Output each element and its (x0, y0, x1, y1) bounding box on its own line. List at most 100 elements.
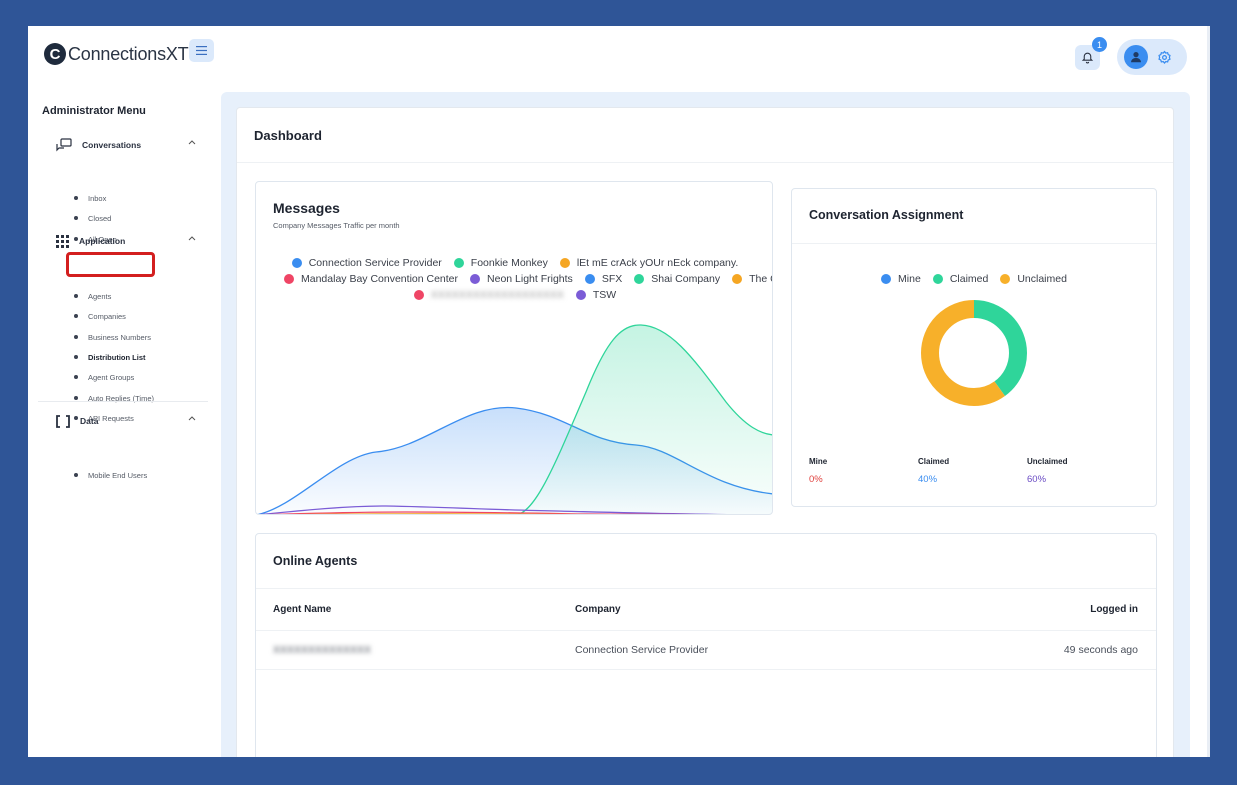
legend-label: TSW (592, 289, 617, 301)
chevron-up-icon[interactable] (188, 235, 196, 241)
legend-dot (284, 274, 294, 284)
legend-dot (559, 258, 570, 268)
bullet-icon (74, 473, 78, 477)
sidebar-item-auto-replies[interactable]: Auto Replies (Time) (74, 391, 154, 405)
sidebar-item-label: Agents (88, 291, 112, 301)
stat-value: 0% (809, 474, 823, 485)
sidebar-item-business-numbers[interactable]: Business Numbers (74, 330, 151, 344)
menu-toggle-button[interactable] (189, 39, 214, 62)
legend-item[interactable]: TSW (575, 289, 617, 301)
highlight-box (66, 252, 155, 277)
legend-item[interactable]: Foonkie Monkey (453, 257, 548, 269)
legend-item[interactable]: Unclaimed (1000, 273, 1067, 285)
agent-logged-in: 49 seconds ago (1063, 644, 1138, 656)
donut-slice-unclaimed[interactable] (921, 300, 1027, 406)
divider (256, 630, 1156, 631)
legend-label: Neon Light Frights (487, 273, 573, 285)
column-header-company[interactable]: Company (575, 604, 621, 615)
stat-label: Claimed (918, 457, 950, 466)
divider (792, 243, 1156, 244)
sidebar-item-api-requests[interactable]: API Requests (74, 411, 134, 425)
legend-item[interactable]: Neon Light Frights (470, 273, 573, 285)
sidebar-item-agents[interactable]: Agents (74, 289, 111, 303)
sidebar-item-mobile-end-users[interactable]: Mobile End Users (74, 468, 147, 482)
stat-mine: Mine 0% (809, 457, 827, 485)
assignment-donut-chart (921, 300, 1027, 406)
bullet-icon (74, 216, 78, 220)
stat-value: 60% (1027, 474, 1047, 485)
group-label-conversations: Conversations (82, 140, 142, 150)
legend-label: Mandalay Bay Convention Center (301, 273, 459, 285)
sidebar-item-all-open[interactable]: All Open (74, 232, 117, 246)
bullet-icon (74, 314, 78, 318)
group-label-data: Data (80, 416, 99, 426)
legend-label: Foonkie Monkey (470, 257, 548, 269)
scrollbar[interactable] (1207, 26, 1210, 757)
stat-label: Unclaimed (1027, 457, 1068, 466)
sidebar-group-application[interactable]: Application (56, 232, 196, 250)
column-header-logged-in[interactable]: Logged in (1090, 604, 1138, 615)
group-label-application: Application (79, 236, 126, 246)
bullet-icon (74, 237, 78, 241)
app-window: C ConnectionsXT™ 1 Administrator Menu Co… (28, 26, 1210, 757)
sidebar-item-closed[interactable]: Closed (74, 211, 111, 225)
divider (256, 588, 1156, 589)
dashboard-card: Dashboard Messages Company Messages Traf… (236, 107, 1174, 757)
sidebar-item-label: Closed (88, 213, 112, 223)
legend-item[interactable]: Mandalay Bay Convention Center (284, 273, 458, 285)
bullet-icon (74, 196, 78, 200)
assignment-title: Conversation Assignment (809, 208, 964, 222)
user-menu[interactable] (1117, 39, 1187, 75)
sidebar-item-inbox[interactable]: Inbox (74, 191, 106, 205)
messages-card: Messages Company Messages Traffic per mo… (255, 181, 773, 515)
bullet-icon (74, 335, 78, 339)
stat-unclaimed: Unclaimed 60% (1027, 457, 1067, 485)
stat-label: Mine (809, 457, 828, 466)
legend-item[interactable]: Shai Company (634, 273, 720, 285)
sidebar-group-conversations[interactable]: Conversations (56, 136, 196, 154)
sidebar-item-distribution-list[interactable]: Distribution List (74, 350, 146, 364)
legend-item[interactable]: SFX (584, 273, 622, 285)
sidebar-item-companies[interactable]: Companies (74, 309, 126, 323)
sidebar-item-label: Mobile End Users (88, 470, 148, 480)
legend-item[interactable]: XXXXXXXXXXXXXXXXXXX (413, 289, 564, 301)
chevron-up-icon[interactable] (188, 415, 196, 421)
legend-label: Claimed (949, 273, 989, 285)
legend-dot (1000, 274, 1011, 284)
series-line-foonkie-monkey (516, 324, 772, 514)
avatar[interactable] (1124, 45, 1148, 69)
legend-dot (470, 274, 481, 284)
sidebar-item-label: Auto Replies (Time) (88, 393, 154, 403)
legend-dot (291, 258, 302, 268)
chat-icon (56, 138, 72, 152)
logo[interactable]: C ConnectionsXT™ (44, 43, 195, 65)
agent-name-redacted: XXXXXXXXXXXXXX (273, 644, 372, 656)
legend-dot (584, 274, 595, 284)
legend-label: The Ch (749, 273, 772, 285)
legend-label: Mine (898, 273, 921, 285)
legend-label-redacted: XXXXXXXXXXXXXXXXXXX (430, 289, 564, 301)
sidebar-item-label: API Requests (88, 413, 134, 423)
legend-item[interactable]: lEt mE crAck yOUr nEck company. (559, 257, 739, 269)
logo-name: ConnectionsXT (68, 43, 189, 64)
sidebar-item-agent-groups[interactable]: Agent Groups (74, 370, 134, 384)
chevron-up-icon[interactable] (188, 139, 196, 145)
legend-label: Unclaimed (1017, 273, 1067, 285)
agents-title: Online Agents (273, 554, 358, 568)
sidebar-item-label: All Open (88, 234, 117, 244)
legend-item[interactable]: Mine (881, 273, 921, 285)
legend-item[interactable]: Claimed (932, 273, 989, 285)
legend-dot (932, 274, 943, 284)
legend-label: lEt mE crAck yOUr nEck company. (576, 257, 739, 269)
sidebar-group-data[interactable]: Data (56, 412, 196, 430)
legend-item[interactable]: The Ch (732, 273, 772, 285)
legend-dot (634, 274, 645, 284)
bullet-icon (74, 294, 78, 298)
stat-value: 40% (918, 474, 938, 485)
column-header-agent-name[interactable]: Agent Name (273, 604, 332, 615)
bullet-icon (74, 396, 78, 400)
legend-item[interactable]: Connection Service Provider (291, 257, 442, 269)
bullet-icon (74, 416, 78, 420)
messages-title: Messages (273, 200, 340, 216)
gear-icon[interactable] (1157, 50, 1172, 65)
